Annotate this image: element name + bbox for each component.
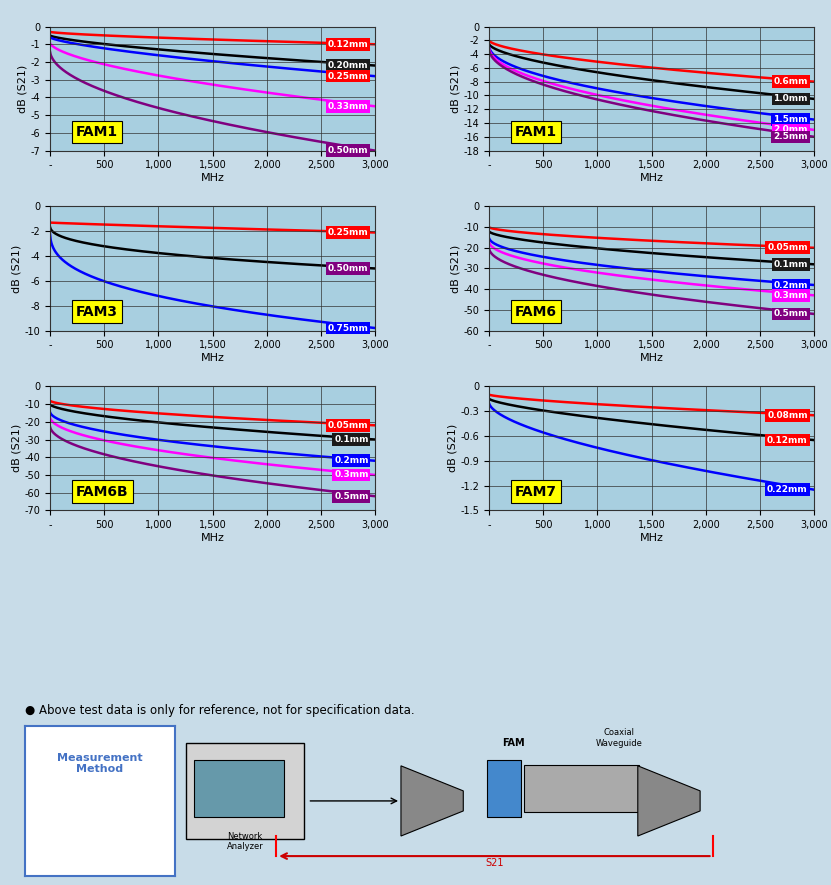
Text: 0.50mm: 0.50mm — [328, 146, 369, 155]
Text: 0.2mm: 0.2mm — [774, 281, 808, 289]
Text: 0.50mm: 0.50mm — [328, 264, 369, 273]
Text: 0.6mm: 0.6mm — [774, 77, 808, 86]
X-axis label: MHz: MHz — [200, 173, 224, 183]
Y-axis label: dB (S21): dB (S21) — [450, 244, 460, 293]
Text: S21: S21 — [485, 858, 504, 868]
Text: FAM1: FAM1 — [76, 125, 118, 139]
Text: FAM6: FAM6 — [515, 304, 557, 319]
Y-axis label: dB (S21): dB (S21) — [448, 424, 458, 473]
Text: 0.1mm: 0.1mm — [334, 435, 369, 444]
Text: 0.05mm: 0.05mm — [328, 421, 369, 430]
Text: 2.0mm: 2.0mm — [774, 126, 808, 135]
Text: Coaxial
Waveguide: Coaxial Waveguide — [596, 728, 642, 748]
Text: 0.12mm: 0.12mm — [328, 40, 369, 49]
Y-axis label: dB (S21): dB (S21) — [12, 244, 22, 293]
X-axis label: MHz: MHz — [200, 353, 224, 363]
Text: ● Above test data is only for reference, not for specification data.: ● Above test data is only for reference,… — [25, 704, 415, 717]
X-axis label: MHz: MHz — [200, 533, 224, 543]
Text: 0.3mm: 0.3mm — [774, 291, 808, 300]
Text: 0.25mm: 0.25mm — [328, 228, 369, 237]
Text: FAM: FAM — [502, 738, 524, 748]
Y-axis label: dB (S21): dB (S21) — [450, 65, 460, 112]
Text: 0.3mm: 0.3mm — [334, 471, 369, 480]
Text: 0.08mm: 0.08mm — [767, 411, 808, 419]
X-axis label: MHz: MHz — [640, 173, 664, 183]
Text: 2.5mm: 2.5mm — [774, 133, 808, 142]
Text: 0.05mm: 0.05mm — [767, 243, 808, 252]
Text: 1.5mm: 1.5mm — [774, 115, 808, 124]
Text: FAM1: FAM1 — [515, 125, 558, 139]
Y-axis label: dB (S21): dB (S21) — [12, 424, 22, 473]
Text: 0.1mm: 0.1mm — [774, 260, 808, 269]
FancyBboxPatch shape — [194, 760, 284, 817]
Text: FAM3: FAM3 — [76, 304, 118, 319]
Text: 0.5mm: 0.5mm — [334, 492, 369, 501]
Text: Network
Analyzer: Network Analyzer — [227, 832, 263, 851]
FancyBboxPatch shape — [487, 760, 521, 817]
Text: 1.0mm: 1.0mm — [774, 95, 808, 104]
Text: 0.20mm: 0.20mm — [328, 61, 369, 70]
X-axis label: MHz: MHz — [640, 533, 664, 543]
FancyBboxPatch shape — [186, 743, 304, 839]
Text: 0.22mm: 0.22mm — [767, 485, 808, 494]
FancyBboxPatch shape — [524, 765, 639, 812]
Text: 0.33mm: 0.33mm — [328, 102, 369, 111]
Text: Measurement
Method: Measurement Method — [57, 752, 143, 774]
Polygon shape — [638, 766, 701, 836]
Text: 0.2mm: 0.2mm — [334, 457, 369, 466]
Text: 0.5mm: 0.5mm — [774, 310, 808, 319]
Text: 0.25mm: 0.25mm — [328, 72, 369, 81]
Text: FAM6B: FAM6B — [76, 484, 129, 498]
Text: 0.75mm: 0.75mm — [327, 324, 369, 333]
Text: FAM7: FAM7 — [515, 484, 557, 498]
Text: 0.12mm: 0.12mm — [767, 435, 808, 444]
Polygon shape — [401, 766, 464, 836]
X-axis label: MHz: MHz — [640, 353, 664, 363]
Y-axis label: dB (S21): dB (S21) — [17, 65, 27, 112]
